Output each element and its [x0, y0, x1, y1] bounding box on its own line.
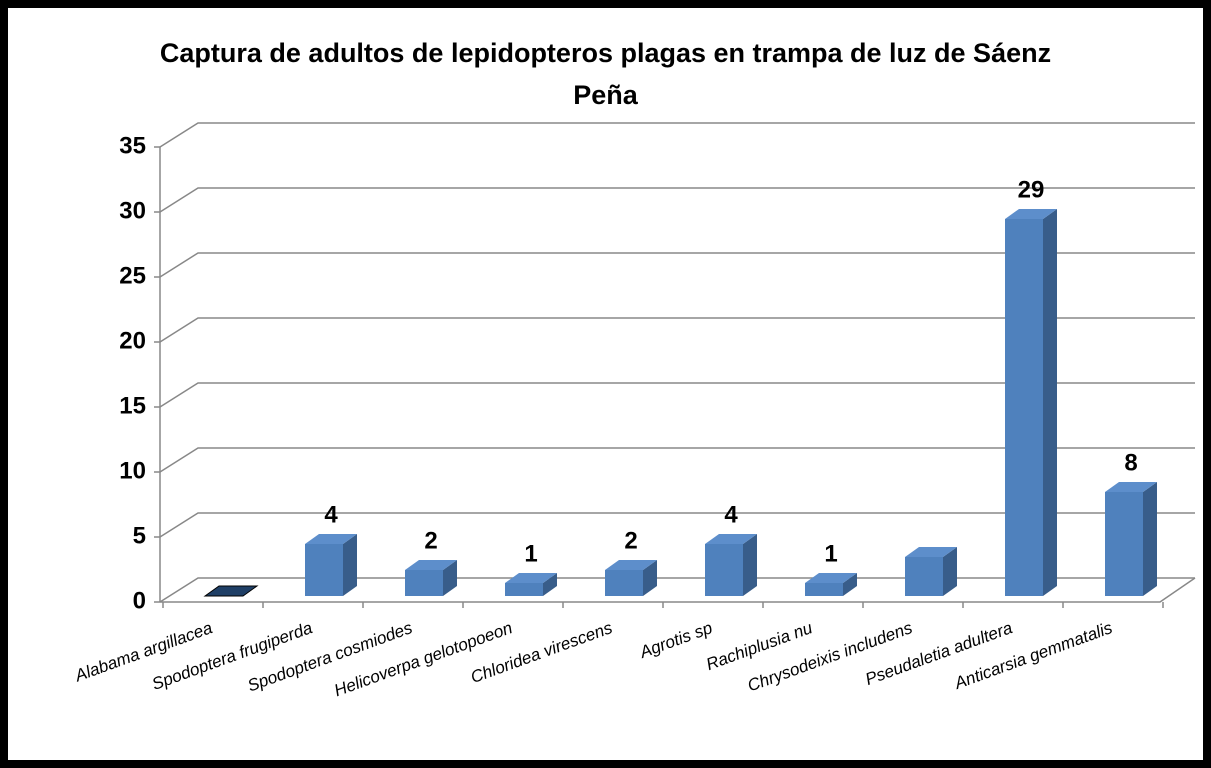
- bar-front: [1105, 492, 1143, 596]
- value-label: 4: [324, 501, 338, 528]
- y-tick-label: 30: [119, 197, 146, 224]
- bar-front: [805, 583, 843, 596]
- grid-line: [159, 252, 1195, 278]
- y-tick-label: 15: [119, 392, 146, 419]
- bar-top: [203, 585, 259, 597]
- bar-top: [905, 547, 957, 557]
- bar-top: [1105, 482, 1157, 492]
- y-tick-label: 20: [119, 327, 146, 354]
- x-tick-label: Helicoverpa gelotopoeon: [332, 618, 515, 700]
- value-label: 2: [424, 527, 437, 554]
- x-tick-label: Chrysodeixis includens: [745, 618, 915, 695]
- grid-line: [159, 447, 1195, 473]
- chart-title: Captura de adultos de lepidopteros plaga…: [159, 38, 1052, 110]
- grid-line: [159, 317, 1195, 343]
- bar-top: [405, 560, 457, 570]
- grid-line: [159, 382, 1195, 408]
- bar-top: [505, 573, 557, 583]
- y-tick-label: 5: [133, 522, 146, 549]
- floor: [160, 577, 1196, 603]
- bar-front: [705, 544, 743, 596]
- bar-front: [905, 557, 943, 596]
- bar-front: [505, 583, 543, 596]
- bar-side: [843, 573, 857, 596]
- bar-side: [1143, 482, 1157, 596]
- grid-line: [159, 577, 1195, 603]
- y-tick-label: 10: [119, 457, 146, 484]
- grid-line: [159, 122, 1195, 148]
- bar-side: [643, 560, 657, 596]
- bar-top: [605, 560, 657, 570]
- bar-front: [405, 570, 443, 596]
- bar-side: [343, 534, 357, 596]
- value-label: 4: [724, 501, 738, 528]
- bar-side: [443, 560, 457, 596]
- bar-side: [1043, 209, 1057, 596]
- bar-top: [705, 534, 757, 544]
- bar-top: [805, 573, 857, 583]
- bar-side: [543, 573, 557, 596]
- value-label: 8: [1124, 449, 1137, 476]
- y-tick-label: 0: [133, 587, 146, 614]
- bar-top: [305, 534, 357, 544]
- x-tick-label: Spodoptera cosmiodes: [245, 618, 415, 695]
- y-tick-label: 25: [119, 262, 146, 289]
- bar-side: [743, 534, 757, 596]
- bar-front: [1005, 219, 1043, 596]
- bar-front: [605, 570, 643, 596]
- x-tick-label: Spodoptera frugiperda: [149, 618, 314, 694]
- value-label: 1: [824, 540, 837, 567]
- bar-front: [305, 544, 343, 596]
- bar-side: [943, 547, 957, 596]
- grid-line: [159, 187, 1195, 213]
- value-label: 29: [1018, 176, 1045, 203]
- value-label: 2: [624, 527, 637, 554]
- y-tick-label: 35: [119, 132, 146, 159]
- grid-line: [159, 512, 1195, 538]
- value-label: 1: [524, 540, 537, 567]
- bar-top: [1005, 209, 1057, 219]
